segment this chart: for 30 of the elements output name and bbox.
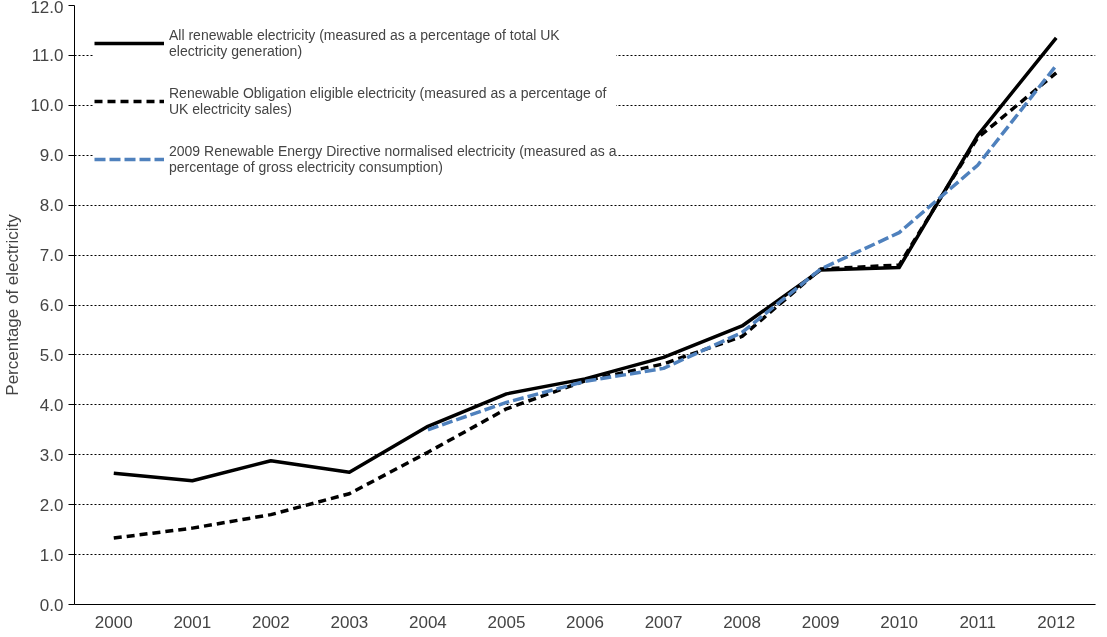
- x-tick-label: 2006: [566, 612, 604, 632]
- legend-label: All renewable electricity (measured as a percentage of total UK electricity generation): [169, 26, 560, 61]
- y-tick-label: 3.0: [39, 445, 64, 465]
- x-tick-label: 2005: [487, 612, 526, 632]
- y-tick-label: 2.0: [39, 495, 64, 515]
- y-tick-label: 10.0: [30, 96, 64, 116]
- x-tick-label: 2012: [1037, 612, 1076, 632]
- y-tick-label: 8.0: [39, 196, 64, 216]
- legend-label: 2009 Renewable Energy Directive normalised electricity (measured as a percentage of gross electricity consumption): [169, 142, 617, 177]
- x-tick-label: 2001: [173, 612, 212, 632]
- y-tick-label: 12.0: [30, 0, 64, 17]
- y-tick-label: 0.0: [39, 595, 64, 615]
- x-tick-label: 2007: [644, 612, 683, 632]
- x-tick-label: 2002: [251, 612, 290, 632]
- y-tick-label: 11.0: [31, 46, 64, 66]
- y-tick-label: 5.0: [39, 345, 64, 365]
- y-tick-label: 1.0: [39, 545, 64, 565]
- x-tick-label: 2010: [880, 612, 919, 632]
- y-tick-label: 9.0: [39, 146, 64, 166]
- y-tick-label: 6.0: [39, 296, 64, 315]
- y-tick-label: 7.0: [39, 246, 64, 266]
- legend-label: Renewable Obligation eligible electricity (measured as a percentage of UK electricity sales): [169, 84, 607, 119]
- x-tick-label: 2000: [94, 612, 133, 632]
- x-tick-label: 2004: [409, 612, 447, 632]
- x-tick-label: 2008: [723, 612, 761, 632]
- x-tick-label: 2011: [959, 612, 996, 632]
- x-tick-label: 2009: [801, 612, 840, 632]
- y-tick-label: 4.0: [39, 395, 64, 415]
- y-axis-title: Percentage of electricity: [3, 213, 23, 396]
- x-tick-label: 2003: [330, 612, 369, 632]
